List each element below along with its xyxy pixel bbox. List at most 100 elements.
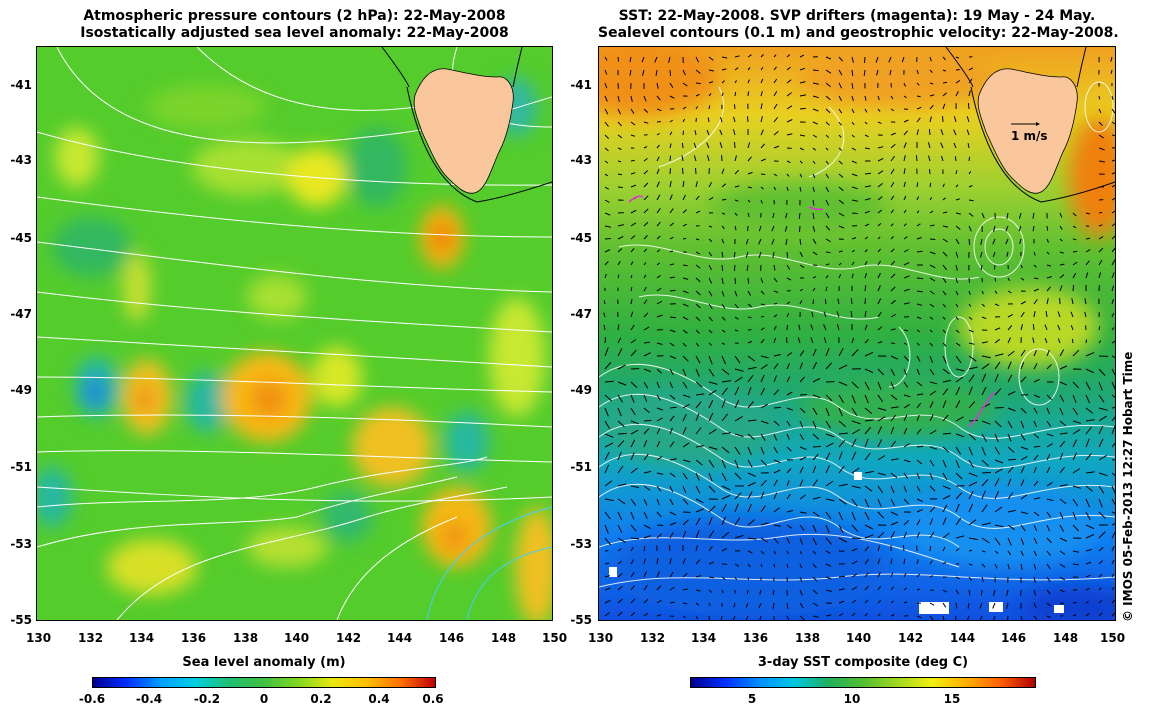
velocity-arrow (604, 238, 611, 240)
velocity-arrow (851, 337, 855, 344)
velocity-arrow (903, 302, 910, 305)
velocity-arrow (810, 337, 814, 344)
velocity-arrow (682, 209, 687, 214)
velocity-arrow (823, 324, 827, 331)
right-lat-tick: -47 (570, 307, 592, 321)
velocity-arrow (850, 298, 853, 305)
velocity-arrow (1072, 212, 1077, 217)
velocity-arrow (1020, 349, 1026, 357)
velocity-arrow (682, 316, 689, 321)
velocity-arrow (643, 498, 648, 506)
velocity-arrow (902, 545, 905, 552)
velocity-arrow (760, 277, 764, 284)
velocity-arrow (695, 472, 700, 481)
velocity-arrow (786, 54, 791, 58)
velocity-arrow (747, 519, 755, 526)
velocity-arrow (784, 225, 788, 232)
velocity-arrow (760, 315, 765, 318)
velocity-arrow (682, 615, 686, 619)
velocity-arrow (838, 524, 844, 534)
velocity-arrow (967, 143, 970, 149)
velocity-arrow (747, 433, 755, 440)
velocity-arrow (994, 468, 1003, 474)
velocity-arrow (747, 340, 753, 344)
velocity-arrow (734, 459, 739, 469)
velocity-arrow (643, 545, 646, 552)
velocity-arrow (851, 438, 857, 448)
velocity-arrow (630, 299, 633, 305)
velocity-arrow (656, 82, 659, 89)
left-lat-tick: -41 (10, 78, 32, 92)
velocity-arrow (682, 558, 686, 565)
velocity-arrow (955, 170, 958, 175)
velocity-arrow (669, 82, 674, 89)
velocity-arrow (1098, 381, 1103, 391)
velocity-arrow (682, 342, 687, 347)
velocity-arrow (681, 142, 684, 149)
velocity-arrow (825, 225, 831, 231)
velocity-arrow (994, 420, 1002, 428)
velocity-arrow (669, 119, 673, 123)
velocity-arrow (617, 147, 622, 151)
velocity-arrow (837, 298, 840, 305)
velocity-arrow (955, 386, 961, 396)
velocity-arrow (721, 516, 726, 526)
velocity-arrow (942, 368, 950, 375)
velocity-arrow (760, 173, 766, 175)
velocity-arrow (1033, 480, 1039, 487)
velocity-arrow (864, 56, 866, 64)
velocity-arrow (617, 394, 623, 403)
velocity-arrow (681, 155, 684, 162)
velocity-arrow (693, 155, 697, 162)
velocity-arrow (942, 561, 947, 565)
velocity-arrow (890, 586, 894, 591)
velocity-arrow (643, 312, 649, 318)
velocity-arrow (1033, 497, 1041, 500)
velocity-arrow (942, 589, 947, 593)
velocity-arrow (1020, 324, 1023, 331)
velocity-arrow (1098, 587, 1102, 591)
velocity-arrow (656, 249, 661, 253)
velocity-arrow (877, 121, 882, 125)
velocity-arrow (604, 361, 612, 370)
velocity-arrow (981, 316, 987, 320)
velocity-arrow (851, 69, 854, 76)
velocity-arrow (643, 170, 649, 175)
velocity-arrow (695, 589, 701, 592)
velocity-arrow (864, 351, 874, 357)
velocity-arrow (903, 82, 906, 87)
velocity-arrow (760, 54, 764, 58)
velocity-arrow (1059, 251, 1064, 254)
left-lon-tick: 134 (129, 631, 155, 645)
velocity-arrow (617, 548, 622, 552)
velocity-arrow (968, 156, 971, 162)
velocity-arrow (916, 381, 923, 387)
velocity-arrow (955, 503, 960, 513)
velocity-arrow (734, 185, 740, 188)
velocity-arrow (864, 185, 871, 188)
velocity-arrow (1070, 311, 1074, 318)
velocity-arrow (747, 316, 752, 319)
right-lat-tick: -51 (570, 460, 592, 474)
velocity-arrow (1033, 311, 1036, 318)
velocity-arrow (656, 440, 661, 448)
velocity-arrow (812, 407, 818, 415)
velocity-arrow (888, 56, 892, 63)
velocity-arrow (825, 511, 832, 520)
velocity-arrow (708, 368, 715, 377)
velocity-arrow (734, 277, 736, 284)
velocity-arrow (643, 95, 647, 102)
velocity-arrow (656, 314, 663, 318)
velocity-arrow (1085, 549, 1092, 552)
velocity-arrow (890, 313, 897, 318)
velocity-arrow (643, 598, 649, 604)
velocity-arrow (1098, 121, 1103, 127)
velocity-arrow (1007, 458, 1017, 461)
velocity-arrow (695, 342, 700, 347)
velocity-arrow (682, 181, 685, 188)
velocity-arrow (838, 160, 843, 165)
velocity-arrow (812, 479, 818, 487)
velocity-arrow (773, 145, 780, 149)
velocity-arrow (1085, 452, 1092, 461)
velocity-arrow (786, 264, 791, 270)
